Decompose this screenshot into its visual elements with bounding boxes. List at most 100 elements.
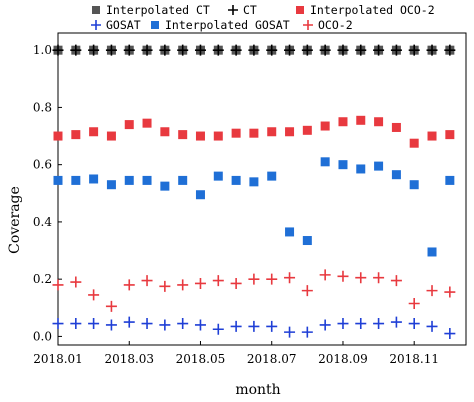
data-point [267,171,277,181]
data-point [356,164,366,174]
data-point [177,44,189,56]
legend-label: GOSAT [106,18,141,32]
legend-label: Interpolated OCO-2 [310,3,435,17]
data-point [105,300,117,312]
x-tick-label: 2018.01 [33,352,83,366]
data-point [123,279,135,291]
data-point [195,190,205,200]
data-point [373,272,385,284]
legend-item-oco-2: OCO-2 [303,18,353,32]
data-point [266,320,278,332]
data-point [194,44,206,56]
data-point [355,44,367,56]
data-point [248,320,260,332]
data-point [338,160,348,170]
data-point [356,115,366,125]
data-point [177,279,189,291]
series-interpolated-oco-2 [53,115,455,148]
data-point [391,170,401,180]
x-axis-title: month [235,382,280,398]
series-oco-2 [52,269,456,312]
data-point [88,318,100,330]
plot-frame [57,32,467,346]
y-tick-label: 1.0 [33,43,52,57]
legend-marker-icon [228,5,238,15]
y-tick-label: 0.4 [33,215,52,229]
data-point [212,323,224,335]
legend-item-interpolated-oco-2: Interpolated OCO-2 [296,3,435,17]
data-point [319,269,331,281]
data-point [194,277,206,289]
data-point [355,272,367,284]
x-tick-label: 2018.05 [176,352,226,366]
data-point [71,130,81,140]
data-point [285,127,295,137]
data-point [337,44,349,56]
legend-marker-icon [303,20,313,30]
data-point [373,44,385,56]
data-point [89,127,99,137]
legend-marker-icon [91,20,101,30]
data-point [390,316,402,328]
data-point [142,118,152,128]
data-point [177,318,189,330]
data-point [141,275,153,287]
data-point [391,122,401,132]
legend-label: Interpolated GOSAT [165,18,290,32]
data-point [408,44,420,56]
data-point [105,319,117,331]
data-point [70,44,82,56]
data-point [230,320,242,332]
data-point [123,316,135,328]
data-point [267,127,277,137]
data-point [444,286,456,298]
data-point [52,318,64,330]
legend-item-gosat: GOSAT [91,18,141,32]
series-gosat [52,316,456,340]
data-point [70,276,82,288]
data-point [248,273,260,285]
data-point [230,44,242,56]
data-point [231,128,241,138]
data-point [195,131,205,141]
data-point [248,44,260,56]
data-point [301,326,313,338]
data-point [178,130,188,140]
data-point [141,318,153,330]
data-point [52,44,64,56]
data-point [285,227,295,237]
data-point [159,280,171,292]
data-point [445,175,455,185]
data-point [71,175,81,185]
legend-label: Interpolated CT [106,3,210,17]
data-point [302,236,312,246]
data-point [266,273,278,285]
legend-item-interpolated-ct: Interpolated CT [92,3,210,17]
data-point [213,171,223,181]
data-point [301,44,313,56]
data-point [426,285,438,297]
data-point [426,44,438,56]
data-point [160,127,170,137]
legend-label: OCO-2 [318,18,353,32]
data-point [284,44,296,56]
data-point [302,125,312,135]
data-point [249,128,259,138]
data-point [374,161,384,171]
data-point [445,130,455,140]
data-point [320,121,330,131]
x-tick-label: 2018.11 [389,352,439,366]
data-point [319,44,331,56]
data-point [373,318,385,330]
data-point [319,319,331,331]
data-point [212,44,224,56]
data-point [159,319,171,331]
y-tick-label: 0.0 [33,329,52,343]
data-point [338,117,348,127]
legend-marker-icon [296,6,304,14]
data-point [266,44,278,56]
series-interpolated-gosat [53,157,455,257]
data-point [106,131,116,141]
data-point [337,270,349,282]
